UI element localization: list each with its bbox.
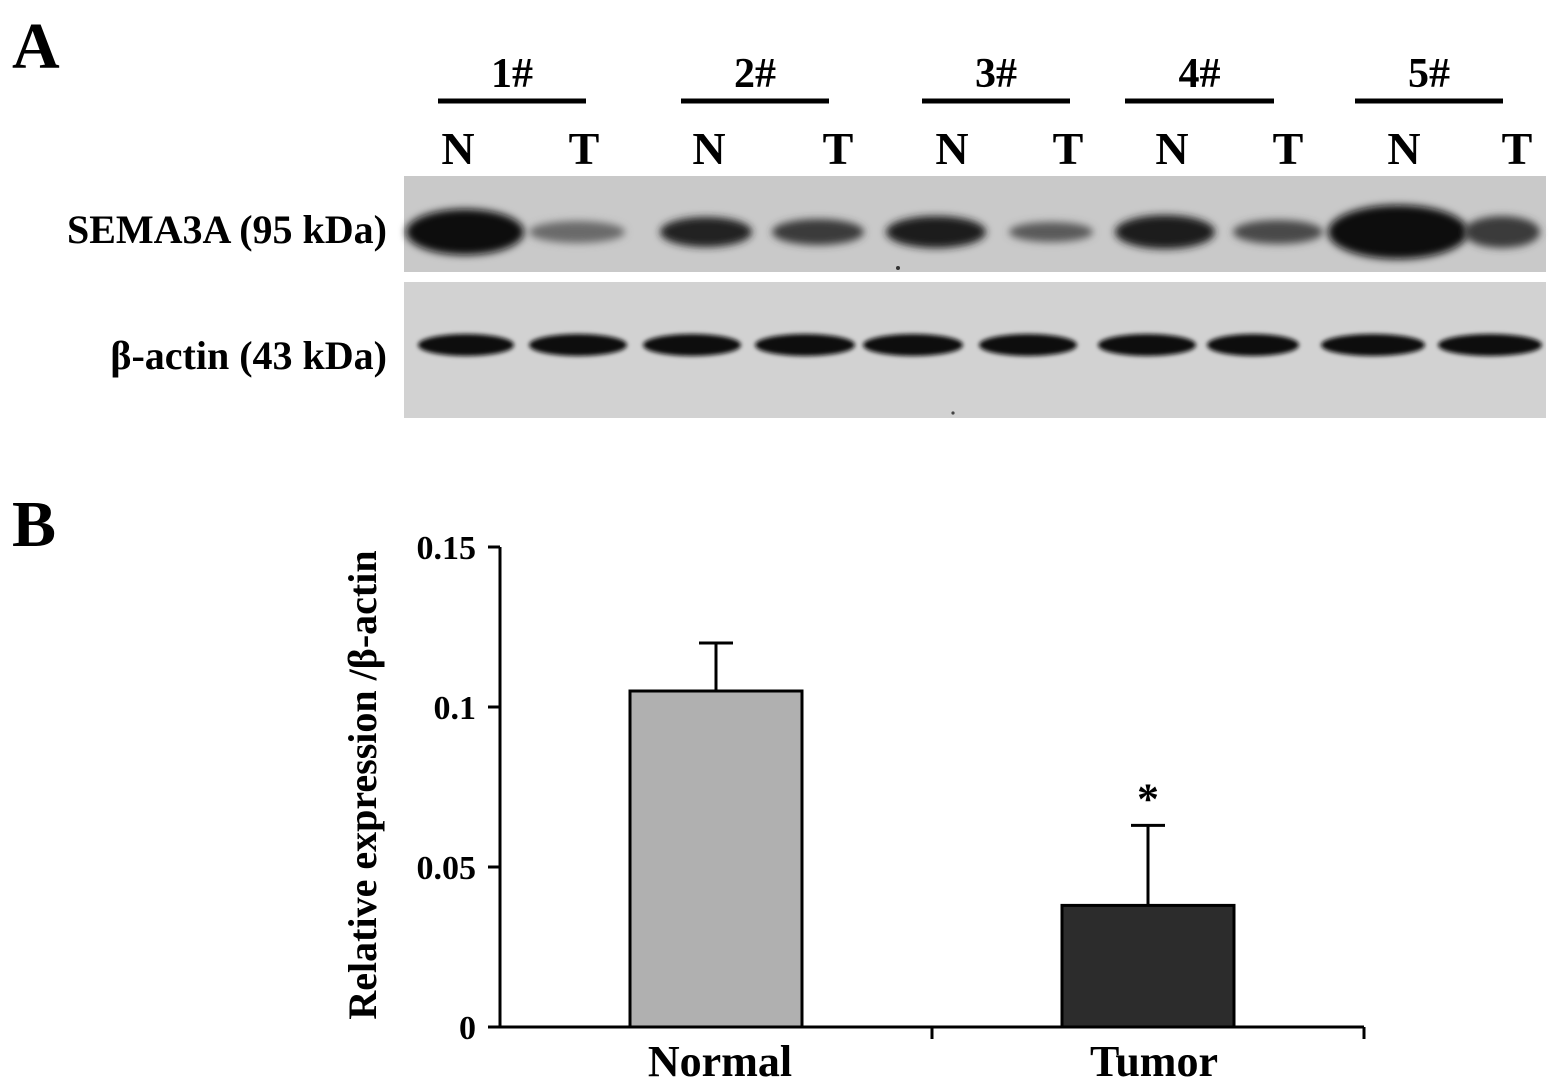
y-tick-label: 0 bbox=[459, 1010, 476, 1047]
beta-actin-band bbox=[418, 334, 514, 356]
significance-marker: * bbox=[1137, 774, 1159, 823]
lane-label-normal: N bbox=[1155, 123, 1188, 174]
beta-actin-bands bbox=[418, 334, 1542, 356]
beta-actin-blot-label: β-actin (43 kDa) bbox=[110, 333, 387, 378]
lane-label-normal: N bbox=[1387, 123, 1420, 174]
lane-label-tumor: T bbox=[1053, 123, 1084, 174]
lane-label-normal: N bbox=[935, 123, 968, 174]
bar-chart: 0 0.05 0.1 0.15 Normal Tumor * Relative expre… bbox=[340, 530, 1366, 1086]
sema3a-band bbox=[772, 219, 864, 245]
lane-label-tumor: T bbox=[823, 123, 854, 174]
lane-label-tumor: T bbox=[1273, 123, 1304, 174]
membrane-speck bbox=[951, 411, 955, 415]
sample-label: 5# bbox=[1408, 51, 1450, 97]
beta-actin-band bbox=[755, 334, 855, 356]
panel-b-letter: B bbox=[12, 488, 57, 561]
lane-label-normal: N bbox=[441, 123, 474, 174]
beta-actin-band bbox=[1438, 334, 1542, 356]
beta-actin-band bbox=[979, 334, 1077, 356]
y-tick-label: 0.15 bbox=[417, 530, 477, 567]
beta-actin-band bbox=[529, 334, 627, 356]
bar-tumor bbox=[1060, 903, 1236, 1029]
sema3a-band bbox=[1328, 205, 1468, 259]
y-axis-label: Relative expression /β-actin bbox=[340, 550, 385, 1019]
beta-actin-band bbox=[1098, 334, 1196, 356]
y-tick-label: 0.05 bbox=[417, 850, 477, 887]
sample-label: 3# bbox=[975, 51, 1017, 97]
lane-label-tumor: T bbox=[569, 123, 600, 174]
beta-actin-band bbox=[863, 334, 963, 356]
x-axis bbox=[500, 1025, 1366, 1039]
lane-label-normal: N bbox=[692, 123, 725, 174]
sema3a-blot-label: SEMA3A (95 kDa) bbox=[66, 207, 387, 252]
y-tick-label: 0.1 bbox=[434, 690, 477, 727]
sample-headers: 1#N T2#N T3#N T4#N T5#N T bbox=[438, 51, 1532, 174]
sample-label: 1# bbox=[491, 51, 533, 97]
x-tick-label: Tumor bbox=[1090, 1037, 1218, 1086]
sample-label: 2# bbox=[734, 51, 776, 97]
sema3a-band bbox=[886, 216, 986, 248]
beta-actin-band bbox=[1207, 334, 1299, 356]
sema3a-band bbox=[406, 209, 524, 255]
bars: Normal Tumor * bbox=[628, 641, 1236, 1086]
sema3a-band bbox=[1115, 215, 1215, 249]
sema3a-band bbox=[1464, 216, 1540, 248]
sema3a-band bbox=[1233, 220, 1323, 244]
western-blot bbox=[404, 176, 1546, 418]
beta-actin-band bbox=[1321, 334, 1425, 356]
membrane-speck bbox=[896, 266, 900, 270]
bar-normal bbox=[628, 689, 804, 1029]
sample-label: 4# bbox=[1179, 51, 1221, 97]
beta-actin-band bbox=[643, 334, 741, 356]
lane-label-tumor: T bbox=[1502, 123, 1533, 174]
sema3a-band bbox=[660, 217, 752, 247]
sema3a-band bbox=[529, 221, 625, 243]
sema3a-bands bbox=[406, 205, 1540, 259]
sema3a-band bbox=[1009, 222, 1093, 242]
panel-a-letter: A bbox=[12, 10, 60, 83]
y-axis: 0 0.05 0.1 0.15 bbox=[417, 530, 502, 1047]
x-tick-label: Normal bbox=[648, 1037, 792, 1086]
